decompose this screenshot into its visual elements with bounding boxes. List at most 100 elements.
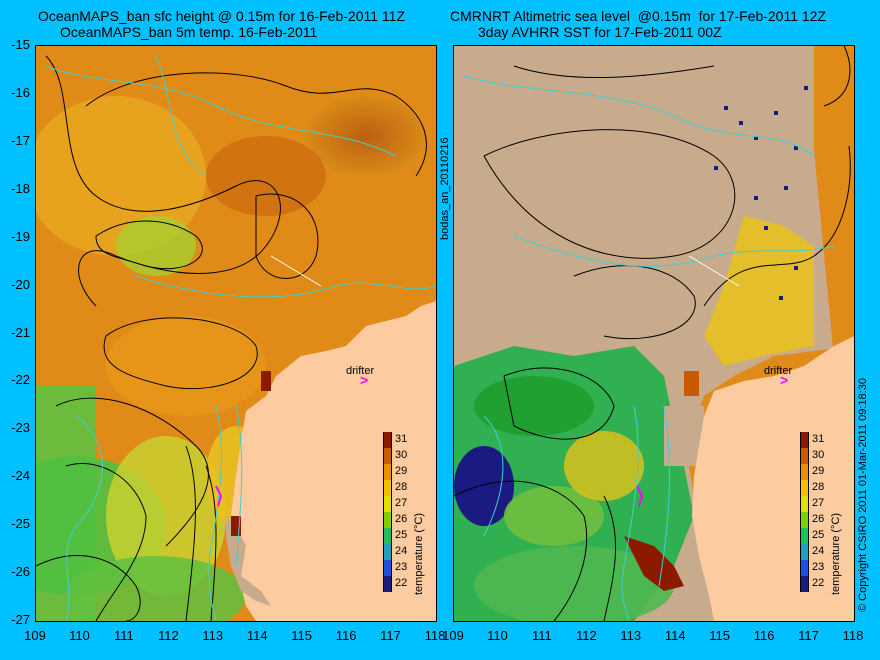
colorbar-title-right: temperature (°C) — [830, 512, 842, 595]
colorbar-label: 31 — [395, 433, 408, 445]
colorbar-swatch — [800, 480, 809, 496]
colorbar-swatch — [800, 560, 809, 576]
left-title-line2: OceanMAPS_ban 5m temp. 16-Feb-2011 — [60, 24, 318, 40]
left-side-text: bodas_an_20110216 — [439, 137, 451, 240]
colorbar-swatch — [383, 512, 392, 528]
colorbar-label: 29 — [812, 465, 825, 477]
colorbar-swatch — [800, 496, 809, 512]
colorbar-label: 23 — [812, 561, 825, 573]
colorbar-label: 27 — [812, 497, 825, 509]
drifter-track — [215, 485, 223, 507]
isobath-contours-right — [463, 75, 835, 621]
colorbar-swatch — [383, 560, 392, 576]
longitude-tick: 115 — [291, 628, 313, 643]
longitude-tick: 109 — [24, 628, 46, 643]
colorbar-label: 28 — [395, 481, 408, 493]
latitude-tick: -25 — [11, 516, 30, 532]
longitude-tick: 118 — [842, 628, 864, 643]
colorbar-swatch — [800, 448, 809, 464]
longitude-tick: 114 — [664, 628, 686, 643]
colorbar-label: 30 — [812, 449, 825, 461]
latitude-tick: -22 — [11, 372, 30, 388]
colorbar-swatch — [800, 528, 809, 544]
right-title-line1: CMRNRT Altimetric sea level @0.15m for 1… — [450, 8, 827, 24]
colorbar-label: 22 — [395, 577, 408, 589]
latitude-tick: -27 — [11, 612, 30, 627]
sea-level-contours-right — [454, 46, 851, 621]
latitude-tick: -21 — [11, 324, 30, 340]
colorbar-swatch — [800, 544, 809, 560]
land-area-right — [692, 336, 854, 621]
longitude-tick: 115 — [709, 628, 731, 643]
colorbar-swatch — [383, 448, 392, 464]
drifter-track-right — [636, 485, 644, 507]
colorbar-swatch — [800, 576, 809, 592]
longitude-tick: 113 — [620, 628, 642, 643]
colorbar-label: 26 — [812, 513, 825, 525]
longitude-tick: 111 — [531, 628, 552, 643]
colorbar-swatch — [383, 432, 392, 448]
longitude-tick: 112 — [575, 628, 597, 643]
colorbar-swatch — [383, 544, 392, 560]
latitude-tick: -20 — [11, 276, 30, 292]
longitude-tick: 110 — [487, 628, 508, 643]
colorbar-label: 29 — [395, 465, 408, 477]
colorbar-swatch — [383, 464, 392, 480]
drifter-arrow-left: > — [360, 372, 369, 388]
right-map-panel — [453, 45, 855, 622]
latitude-tick: -16 — [11, 84, 30, 100]
colorbar-label: 22 — [812, 577, 825, 589]
peninsula — [226, 516, 271, 606]
drifter-label-right: drifter — [764, 365, 793, 377]
colorbar-label: 28 — [812, 481, 825, 493]
drifter-arrow-right: > — [780, 372, 789, 388]
colorbar-label: 24 — [812, 545, 825, 557]
colorbar-title-left: temperature (°C) — [413, 512, 425, 595]
colorbar-swatch — [383, 528, 392, 544]
right-title-line2: 3day AVHRR SST for 17-Feb-2011 00Z — [478, 24, 722, 40]
colorbar-label: 26 — [395, 513, 408, 525]
latitude-tick: -24 — [11, 468, 30, 484]
latitude-tick: -19 — [11, 228, 30, 244]
left-map-svg — [36, 46, 436, 621]
colorbar-swatch — [800, 512, 809, 528]
sea-level-contours — [36, 55, 427, 621]
colorbar-swatch — [383, 480, 392, 496]
colorbar-swatch — [800, 432, 809, 448]
longitude-tick: 111 — [113, 628, 134, 643]
transect-line — [270, 255, 322, 287]
colorbar-label: 23 — [395, 561, 408, 573]
colorbar-swatch — [800, 464, 809, 480]
right-side-text: © Copyright CSIRO 2011 01-Mar-2011 09:18… — [857, 378, 869, 612]
latitude-tick: -18 — [11, 180, 30, 196]
colorbar-label: 27 — [395, 497, 408, 509]
colorbar-label: 25 — [395, 529, 408, 541]
colorbar-label: 31 — [812, 433, 825, 445]
longitude-tick: 109 — [442, 628, 464, 643]
cloud-pixels — [714, 86, 808, 300]
latitude-tick: -26 — [11, 564, 30, 580]
longitude-tick: 117 — [798, 628, 819, 643]
latitude-tick: -17 — [11, 132, 30, 148]
longitude-tick: 116 — [753, 628, 775, 643]
longitude-tick: 118 — [424, 628, 446, 643]
colorbar-swatch — [383, 496, 392, 512]
drifter-label-left: drifter — [346, 365, 375, 377]
longitude-tick: 117 — [380, 628, 401, 643]
colorbar-label: 30 — [395, 449, 408, 461]
colorbar-label: 25 — [812, 529, 825, 541]
colorbar-swatch — [383, 576, 392, 592]
longitude-tick: 110 — [69, 628, 90, 643]
peninsula-right — [624, 536, 684, 591]
colorbar-label: 24 — [395, 545, 408, 557]
latitude-tick: -15 — [11, 37, 30, 52]
left-map-panel — [35, 45, 437, 622]
isobath-contours — [45, 55, 436, 621]
longitude-tick: 113 — [202, 628, 224, 643]
latitude-tick: -23 — [11, 420, 30, 436]
transect-line-right — [688, 255, 740, 287]
right-map-svg — [454, 46, 854, 621]
longitude-tick: 114 — [246, 628, 268, 643]
longitude-tick: 116 — [335, 628, 357, 643]
longitude-tick: 112 — [157, 628, 179, 643]
